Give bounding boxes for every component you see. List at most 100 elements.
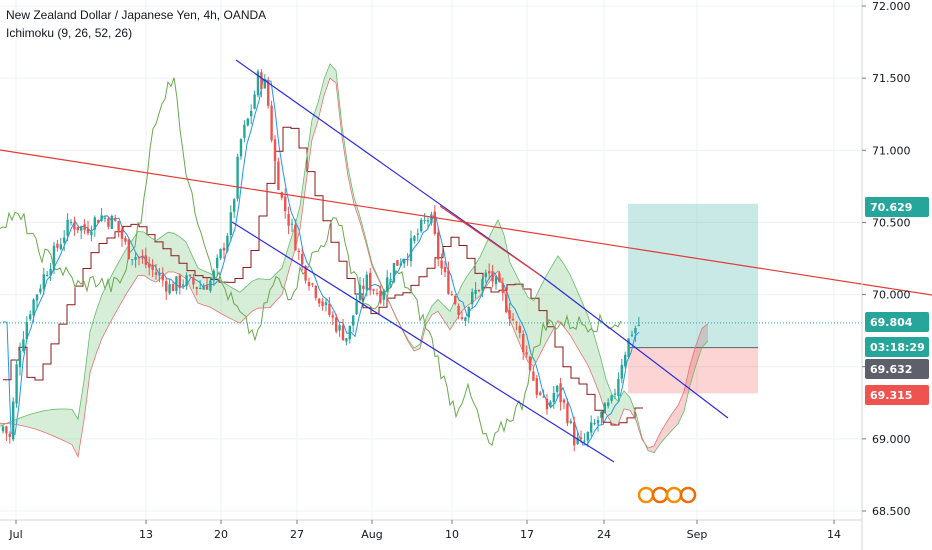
cloud-segment: [702, 323, 708, 348]
candle-body: [76, 226, 79, 231]
candle-body: [593, 422, 596, 424]
candle-body: [528, 356, 532, 371]
candle-body: [416, 233, 419, 235]
candle-body: [321, 301, 324, 307]
cloud-segment: [690, 345, 696, 386]
cloud-segment: [84, 331, 90, 421]
candle-body: [32, 299, 35, 316]
drawings[interactable]: [0, 59, 932, 463]
cloud-segment: [102, 282, 108, 339]
candle-body: [491, 271, 494, 282]
x-tick-label: 24: [597, 528, 611, 541]
cloud-segment: [222, 281, 228, 318]
candle-body: [137, 257, 141, 259]
cloud-segment: [432, 299, 438, 315]
candle-body: [576, 437, 579, 444]
symbol-title[interactable]: New Zealand Dollar / Japanese Yen, 4h, O…: [6, 8, 267, 22]
long-position-tool[interactable]: [628, 203, 758, 394]
cloud-segment: [258, 278, 264, 309]
candle-body: [562, 399, 566, 403]
candle-body: [430, 214, 433, 223]
candle-body: [226, 235, 229, 252]
candle-body: [256, 71, 260, 96]
candle-body: [583, 440, 586, 442]
cloud-segment: [264, 279, 270, 308]
candle-body: [243, 124, 246, 138]
candle-body: [165, 281, 168, 292]
candle-body: [273, 139, 277, 162]
candle-body: [545, 398, 549, 410]
x-tick-label: Sep: [687, 528, 708, 541]
candle-body: [131, 259, 134, 261]
candle-body: [100, 215, 103, 221]
cloud-segment: [654, 433, 660, 453]
candle-body: [307, 282, 311, 287]
candle-body: [341, 325, 345, 341]
candle-body: [352, 315, 355, 326]
candle-body: [498, 273, 501, 283]
candle-body: [8, 433, 11, 437]
candle-body: [515, 322, 518, 324]
candle-body: [637, 324, 640, 326]
candle-body: [134, 256, 137, 260]
ichimoku-cloud: [0, 63, 708, 457]
candle-body: [158, 274, 161, 276]
candle-body: [627, 338, 630, 357]
cloud-segment: [438, 299, 444, 321]
candle-body: [549, 401, 552, 407]
channel-lower-line: [231, 221, 615, 463]
candle-body: [362, 285, 365, 290]
cloud-segment: [18, 416, 24, 427]
candle-body: [301, 253, 304, 265]
candle-body: [447, 270, 450, 294]
cloud-segment: [582, 301, 588, 366]
grid: [0, 0, 862, 520]
cloud-segment: [42, 410, 48, 434]
candle-body: [522, 334, 525, 353]
candle-body: [372, 289, 375, 291]
candle-body: [56, 243, 59, 248]
cloud-segment: [54, 408, 60, 439]
price-tag: 69.315: [865, 385, 929, 405]
cloud-segment: [324, 63, 330, 96]
indicator-title[interactable]: Ichimoku (9, 26, 52, 26): [6, 26, 133, 40]
candle-body: [369, 272, 372, 291]
tenkan-sen-line: [2, 79, 640, 446]
price-tag-bg: [865, 359, 929, 379]
watermark-logo: [637, 486, 697, 504]
x-tick-label: 10: [445, 528, 459, 541]
price-tag: 69.632: [865, 359, 929, 379]
candle-body: [511, 318, 515, 321]
cloud-segment: [96, 294, 102, 355]
candle-body: [318, 298, 321, 304]
candle-body: [182, 284, 185, 286]
candle-body: [630, 334, 634, 336]
candle-body: [467, 306, 470, 318]
candle-body: [484, 272, 487, 278]
candle-body: [556, 385, 559, 392]
candle-body: [311, 283, 314, 285]
x-tick-label: 27: [290, 528, 304, 541]
candle-body: [246, 118, 249, 126]
candle-body: [229, 212, 232, 235]
candle-body: [464, 317, 467, 321]
candle-body: [127, 239, 130, 260]
price-tags: 70.629 69.804 03:18:29 69.632 69.315: [865, 197, 929, 405]
senkou-span-b-line: [0, 77, 709, 459]
candle-body: [52, 245, 56, 270]
price-tag: 03:18:29: [865, 337, 929, 357]
candle-body: [199, 287, 202, 289]
price-tag-text: 03:18:29: [870, 341, 925, 354]
x-tick-label: Jul: [8, 528, 22, 541]
candle-body: [253, 94, 256, 109]
cloud-segment: [624, 390, 630, 411]
cloud-segment: [78, 380, 84, 457]
y-tick-label: 72.000: [872, 0, 911, 13]
cloud-segment: [540, 276, 546, 355]
indicator-lines: [0, 63, 862, 459]
candle-body: [437, 232, 440, 260]
candle-body: [270, 105, 273, 141]
cloud-segment: [276, 268, 282, 302]
cloud-segment: [180, 236, 186, 279]
